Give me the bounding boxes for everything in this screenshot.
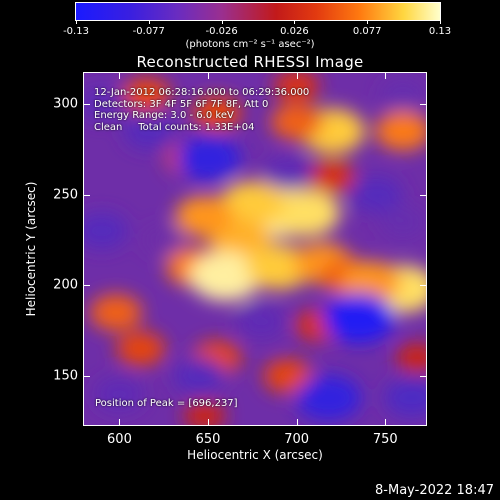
heatmap-blob [350, 176, 403, 214]
colorbar-tick-mark [221, 20, 223, 24]
x-tick-mark [208, 73, 210, 79]
colorbar [75, 2, 441, 21]
heatmap-blob [263, 358, 313, 394]
y-tick-mark [84, 285, 90, 287]
heatmap-blob [273, 73, 320, 103]
x-tick-mark [385, 419, 387, 425]
colorbar-tick-mark [367, 20, 369, 24]
colorbar-tick-label: 0.13 [428, 26, 452, 37]
heatmap-blob [84, 86, 127, 122]
x-tick-mark [119, 419, 121, 425]
y-tick-label: 150 [53, 368, 78, 384]
heatmap-blob [123, 112, 176, 150]
heatmap-blob [341, 261, 401, 303]
heatmap-blob [175, 135, 241, 182]
x-axis-title: Heliocentric X (arcsec) [187, 448, 323, 462]
colorbar-tick-label: 0.026 [280, 26, 309, 37]
detectors-label: Detectors: 3F 4F 5F 6F 7F 8F, Att 0 [94, 98, 269, 110]
heatmap-blob [245, 244, 312, 290]
y-tick-mark [84, 376, 90, 377]
heatmap-blob [84, 212, 128, 250]
heatmap-blob [142, 224, 185, 256]
y-tick-mark [420, 103, 426, 105]
info-block: 12-Jan-2012 06:28:16.000 to 06:29:36.000… [94, 87, 309, 133]
heatmap-blob [309, 160, 355, 193]
chart-title: Reconstructed RHESSI Image [136, 53, 364, 71]
x-tick-label: 750 [372, 432, 398, 447]
heatmap-blob [236, 304, 286, 339]
x-tick-mark [296, 419, 298, 425]
colorbar-tick-mark [440, 20, 441, 24]
heatmap-blob [192, 95, 242, 131]
heatmap-blob [263, 155, 313, 191]
colorbar-units: (photons cm⁻² s⁻¹ asec⁻²) [185, 39, 315, 50]
energy-range-label: Energy Range: 3.0 - 6.0 keV [94, 110, 234, 121]
heatmap-blob [380, 78, 426, 112]
x-tick-label: 600 [107, 432, 132, 447]
heatmap-blob [295, 375, 362, 421]
heatmap-blob [183, 400, 226, 425]
heatmap-blob [322, 293, 395, 343]
heatmap-blob [189, 251, 263, 302]
x-tick-mark [296, 73, 298, 79]
y-tick-mark [84, 103, 90, 105]
heatmap-blob [89, 294, 143, 331]
x-tick-label: 700 [284, 432, 310, 447]
timestamp: 8-May-2022 18:47 [375, 483, 494, 498]
x-tick-mark [208, 419, 210, 425]
x-tick-label: 650 [195, 432, 221, 447]
y-axis-title: Heliocentric Y (arcsec) [24, 181, 38, 317]
heatmap-blob [270, 188, 341, 237]
heatmap-blob [173, 357, 226, 395]
heatmap-blob [94, 376, 144, 412]
heatmap-blob [396, 342, 426, 374]
colorbar-tick-label: -0.13 [63, 26, 89, 37]
y-tick-mark [84, 194, 90, 196]
peak-position-label: Position of Peak = [696,237] [95, 398, 238, 409]
heatmap-plot [83, 72, 427, 426]
heatmap-svg [84, 73, 426, 425]
x-tick-mark [385, 73, 387, 79]
y-tick-mark [420, 285, 426, 287]
colorbar-tick-mark [148, 20, 150, 24]
heatmap-blob [219, 180, 286, 227]
y-tick-mark [420, 376, 426, 377]
colorbar-tick-label: 0.077 [352, 26, 382, 37]
colorbar-tick-label: -0.026 [205, 26, 238, 37]
y-tick-mark [420, 194, 426, 196]
heatmap-blob [121, 77, 171, 113]
heatmap-blob [380, 205, 426, 239]
heatmap-blob [375, 111, 426, 151]
heatmap-blob [270, 103, 323, 141]
clean-counts-label: Clean Total counts: 1.33E+04 [94, 121, 255, 133]
colorbar-tick-mark [294, 20, 296, 24]
time-range-label: 12-Jan-2012 06:28:16.000 to 06:29:36.000 [94, 87, 310, 98]
heatmap-blob [116, 331, 166, 367]
y-tick-label: 200 [53, 277, 78, 293]
colorbar-tick-label: -0.077 [132, 26, 165, 37]
heatmap-blob [174, 195, 235, 237]
y-tick-label: 300 [53, 96, 78, 112]
heatmap-blobs [84, 73, 426, 425]
colorbar-tick-mark [76, 20, 77, 24]
heatmap-blob [383, 378, 426, 418]
x-tick-mark [119, 73, 121, 79]
y-tick-label: 250 [53, 187, 78, 203]
